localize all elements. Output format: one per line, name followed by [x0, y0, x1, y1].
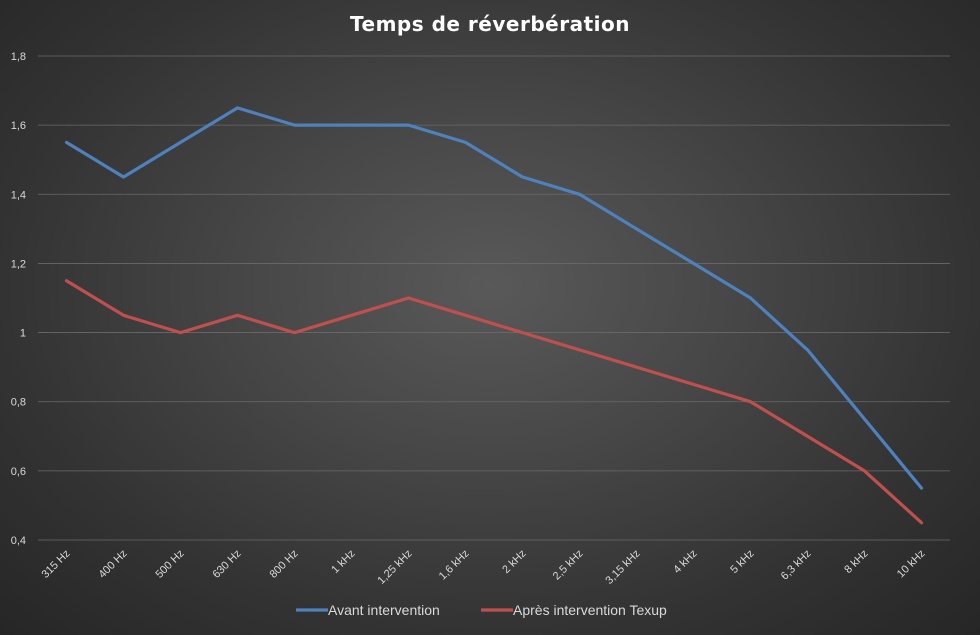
x-tick-label: 315 Hz — [39, 548, 72, 581]
series-line-1 — [64, 106, 924, 490]
x-tick-label: 10 kHz — [895, 548, 928, 581]
y-tick-label: 0,8 — [11, 397, 26, 409]
x-tick-label: 500 Hz — [153, 548, 186, 581]
legend-label: Après intervention Texup — [513, 602, 667, 618]
x-tick-label: 4 kHz — [671, 548, 699, 576]
x-tick-label: 5 kHz — [728, 548, 756, 576]
y-tick-label: 1,4 — [11, 189, 26, 201]
gridlines — [38, 55, 950, 541]
y-tick-label: 1,6 — [11, 120, 26, 132]
x-tick-label: 630 Hz — [210, 548, 243, 581]
x-tick-label: 1,6 kHz — [437, 548, 472, 583]
legend-label: Avant intervention — [328, 602, 440, 618]
x-tick-label: 6,3 kHz — [779, 548, 814, 583]
x-tick-label: 2,5 kHz — [551, 548, 586, 583]
y-tick-label: 1 — [20, 328, 26, 340]
chart-title: Temps de réverbération — [350, 12, 630, 36]
x-tick-label: 1,25 kHz — [375, 548, 414, 587]
legend: Avant intervention Après intervention Tex… — [296, 602, 667, 618]
x-tick-label: 1 kHz — [329, 548, 357, 576]
x-tick-label: 8 kHz — [842, 548, 870, 576]
y-tick-label: 1,8 — [11, 51, 26, 63]
x-tick-label: 400 Hz — [96, 548, 129, 581]
x-tick-label: 2 kHz — [500, 548, 528, 576]
x-tick-label: 800 Hz — [267, 548, 300, 581]
series-line-2 — [64, 279, 924, 525]
y-tick-label: 1,2 — [11, 258, 26, 270]
y-axis: 0,4 0,6 0,8 1 1,2 1,4 1,6 1,8 — [11, 51, 26, 547]
series-lines — [64, 106, 924, 525]
x-tick-label: 3,15 kHz — [603, 548, 642, 587]
x-axis: 315 Hz 400 Hz 500 Hz 630 Hz 800 Hz 1 kHz 1,25 … — [39, 548, 927, 587]
y-tick-label: 0,4 — [11, 535, 26, 547]
y-tick-label: 0,6 — [11, 466, 26, 478]
